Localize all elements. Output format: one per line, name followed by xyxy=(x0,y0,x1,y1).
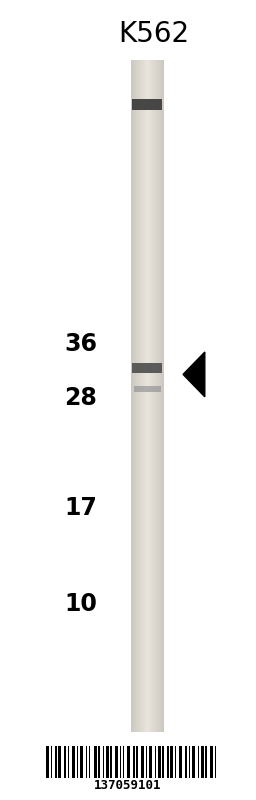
Bar xyxy=(110,746,112,778)
Bar xyxy=(146,60,147,732)
Bar xyxy=(98,746,100,778)
Bar xyxy=(135,60,136,732)
Bar xyxy=(151,60,152,732)
Bar xyxy=(136,60,137,732)
Bar xyxy=(215,746,216,778)
Bar xyxy=(51,746,52,778)
Bar xyxy=(155,746,156,778)
Bar xyxy=(160,60,161,732)
Bar xyxy=(106,746,109,778)
Bar xyxy=(120,746,121,778)
Bar xyxy=(55,746,57,778)
Bar xyxy=(72,746,75,778)
Text: K562: K562 xyxy=(118,20,189,48)
Bar xyxy=(77,746,78,778)
Bar xyxy=(80,746,83,778)
Bar xyxy=(46,746,49,778)
Text: 28: 28 xyxy=(65,386,97,410)
Bar xyxy=(133,363,162,373)
Bar xyxy=(93,746,97,778)
Bar xyxy=(154,60,155,732)
Bar xyxy=(137,60,138,732)
Bar xyxy=(148,60,149,732)
Bar xyxy=(153,60,154,732)
Bar xyxy=(152,60,153,732)
Polygon shape xyxy=(183,352,205,397)
Bar xyxy=(134,386,161,392)
Bar xyxy=(191,746,195,778)
Bar xyxy=(198,746,199,778)
Bar xyxy=(103,746,104,778)
Bar xyxy=(146,746,147,778)
Text: 36: 36 xyxy=(64,332,97,356)
Bar xyxy=(141,746,144,778)
Bar xyxy=(136,746,138,778)
Bar xyxy=(210,746,213,778)
Bar xyxy=(163,746,164,778)
Text: 137059101: 137059101 xyxy=(94,779,162,792)
Bar xyxy=(155,60,156,732)
Bar xyxy=(150,60,151,732)
Bar xyxy=(86,746,88,778)
Bar xyxy=(115,746,118,778)
Bar xyxy=(161,60,162,732)
Bar xyxy=(170,746,173,778)
Bar xyxy=(133,99,162,110)
Bar xyxy=(185,746,187,778)
Bar xyxy=(144,60,145,732)
Bar xyxy=(167,746,169,778)
Bar xyxy=(201,746,204,778)
Bar xyxy=(127,746,130,778)
Bar xyxy=(138,60,139,732)
Bar xyxy=(188,746,190,778)
Bar xyxy=(143,60,144,732)
Bar xyxy=(149,60,150,732)
Bar xyxy=(140,60,141,732)
Bar xyxy=(147,60,148,732)
Bar xyxy=(156,60,157,732)
Text: 17: 17 xyxy=(65,496,97,520)
Bar xyxy=(159,60,160,732)
Bar xyxy=(134,60,135,732)
Bar xyxy=(133,746,135,778)
Text: 10: 10 xyxy=(65,592,97,616)
Bar xyxy=(145,60,146,732)
Bar xyxy=(158,60,159,732)
Bar xyxy=(149,746,152,778)
Bar xyxy=(131,60,132,732)
Bar xyxy=(158,746,161,778)
Bar xyxy=(58,746,61,778)
Bar xyxy=(175,746,176,778)
Bar xyxy=(89,746,90,778)
Bar xyxy=(123,746,124,778)
Bar xyxy=(132,60,133,732)
Bar xyxy=(162,60,163,732)
Bar xyxy=(139,60,140,732)
Bar xyxy=(179,746,182,778)
Bar xyxy=(65,746,66,778)
Bar xyxy=(142,60,143,732)
Bar xyxy=(141,60,142,732)
Bar xyxy=(68,746,69,778)
Bar xyxy=(163,60,164,732)
Bar xyxy=(205,746,207,778)
Bar xyxy=(133,60,134,732)
Bar xyxy=(157,60,158,732)
